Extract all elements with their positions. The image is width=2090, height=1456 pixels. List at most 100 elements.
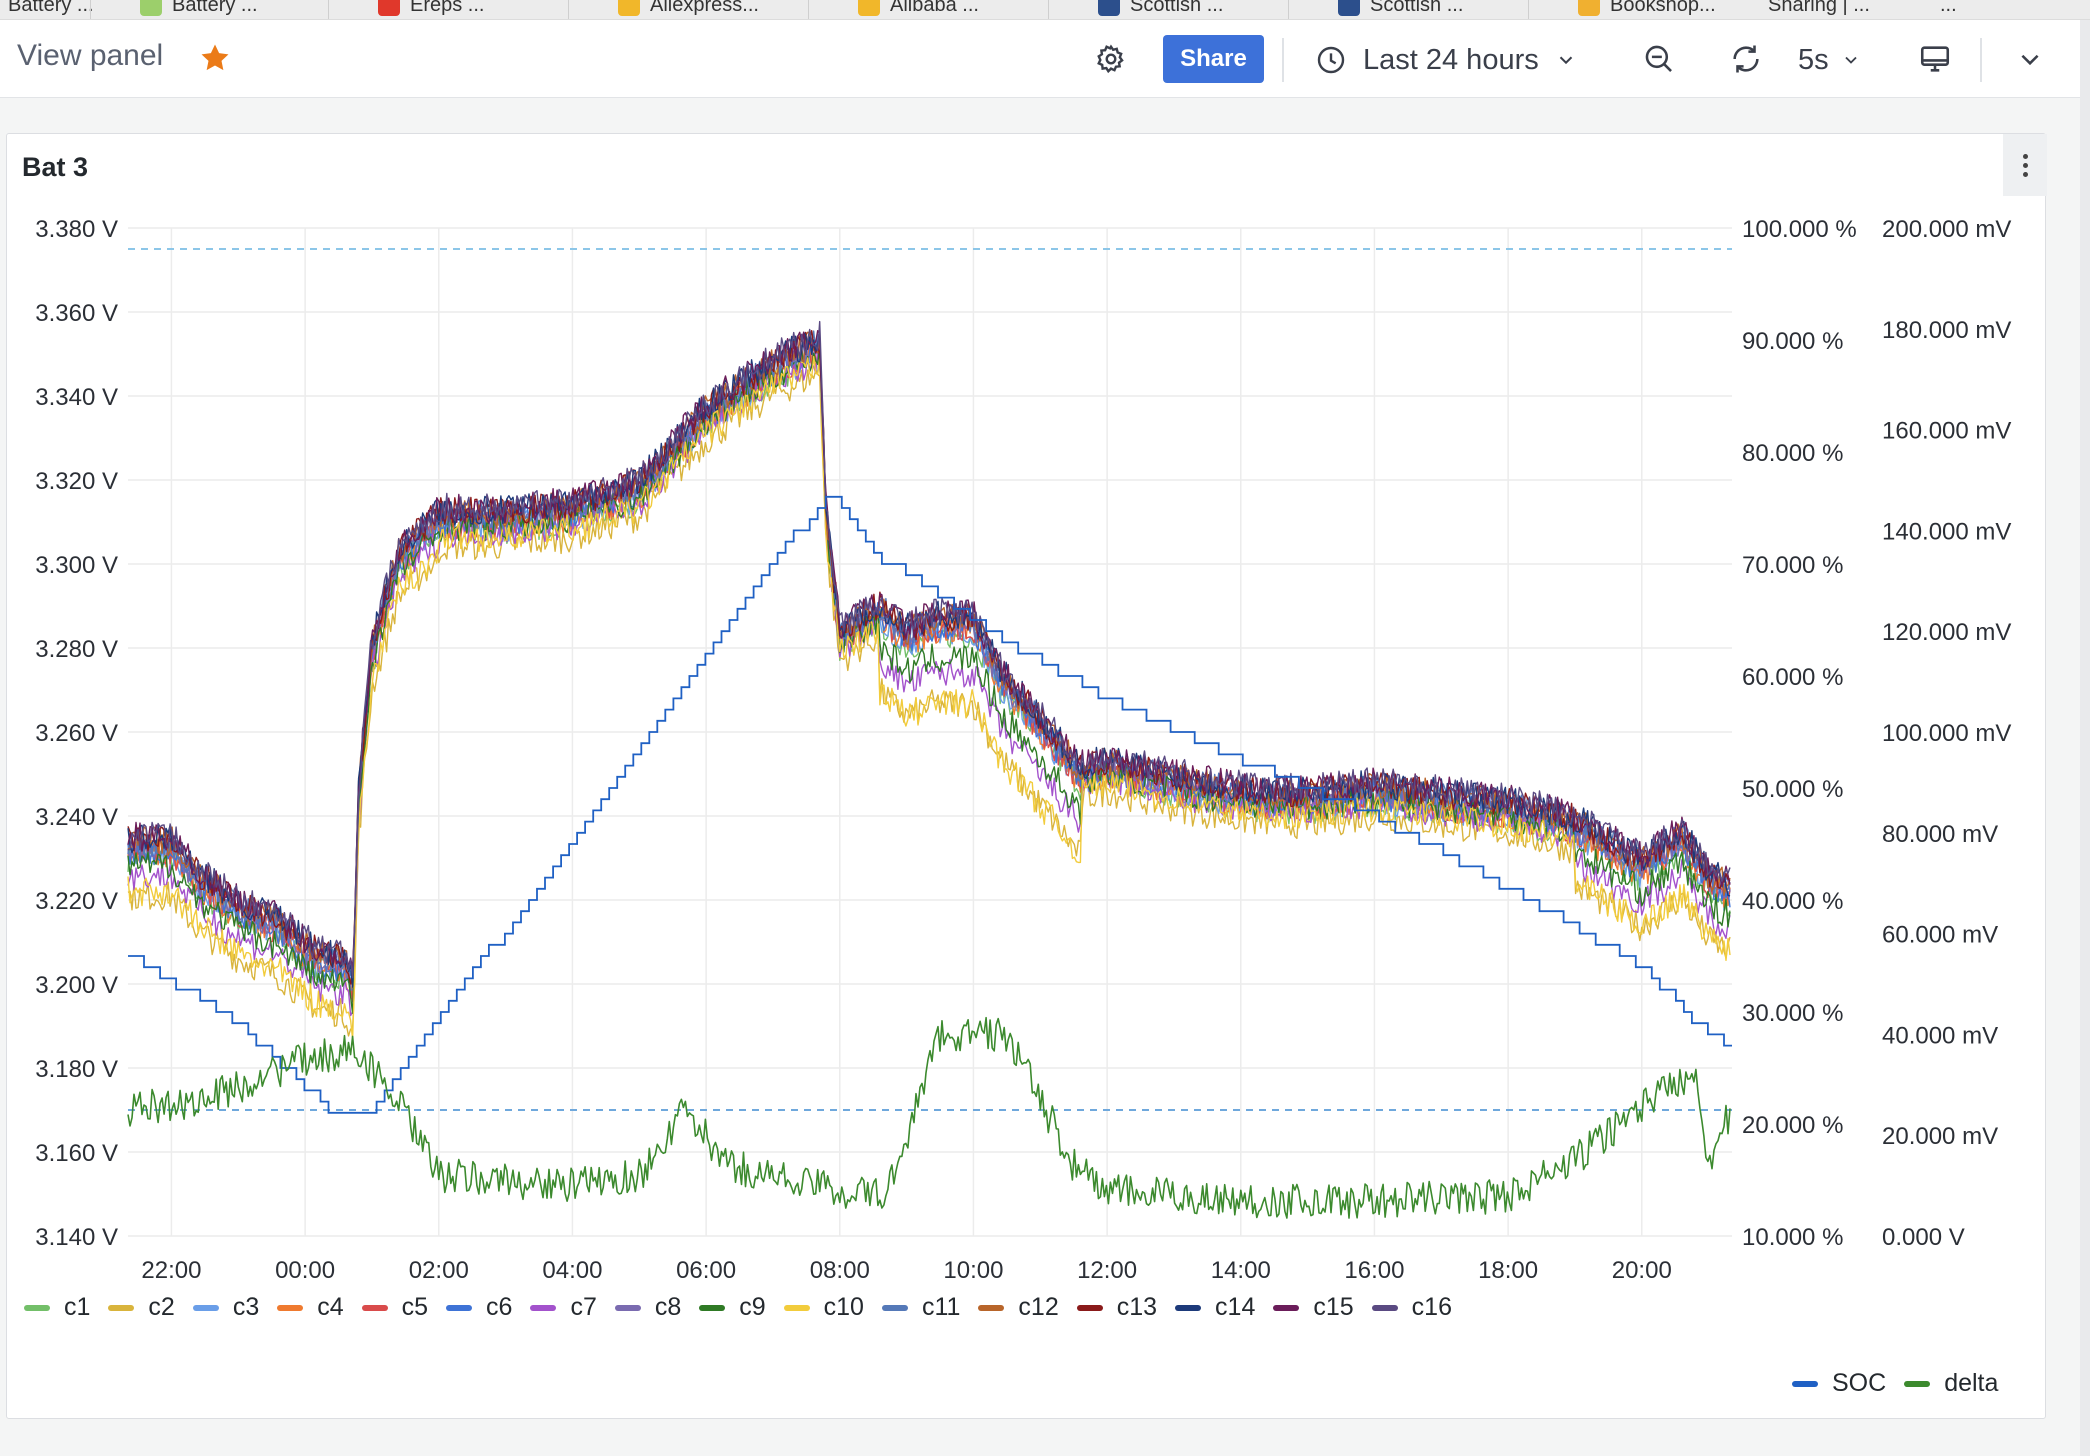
browser-tab[interactable]: Scottish ... (1098, 0, 1223, 19)
favicon (1098, 0, 1120, 16)
legend-label: c4 (317, 1293, 344, 1321)
legend-item-c3[interactable]: c3 (192, 1293, 259, 1322)
legend-item-c10[interactable]: c10 (783, 1293, 864, 1322)
refresh-icon[interactable] (1727, 40, 1765, 78)
cell-line-c11 (127, 330, 1731, 976)
y-soc-tick-label: 90.000 % (1742, 328, 1843, 355)
legend-item-c15[interactable]: c15 (1273, 1293, 1354, 1322)
tab-divider (808, 0, 809, 19)
refresh-interval-label: 5s (1798, 43, 1829, 76)
panel-menu-kebab-icon[interactable] (2003, 134, 2047, 196)
tv-mode-monitor-icon[interactable] (1916, 40, 1954, 78)
browser-tab[interactable]: Aliexpress... (618, 0, 759, 19)
time-range-label: Last 24 hours (1363, 43, 1539, 76)
chevron-down-icon (1559, 56, 1572, 65)
tab-divider (90, 0, 91, 19)
legend-item-delta[interactable]: delta (1904, 1369, 1998, 1398)
y-left-tick-label: 3.160 V (35, 1140, 118, 1167)
refresh-interval-picker[interactable]: 5s (1798, 38, 1861, 82)
legend-label: c7 (570, 1293, 597, 1321)
x-tick-label: 22:00 (141, 1257, 201, 1284)
legend-label: c1 (64, 1293, 91, 1321)
browser-tab[interactable]: ... (1940, 0, 1957, 19)
cell-line-c2 (127, 369, 1731, 1037)
legend-item-c9[interactable]: c9 (699, 1293, 766, 1322)
legend-item-c1[interactable]: c1 (24, 1293, 90, 1322)
x-tick-label: 02:00 (409, 1257, 469, 1284)
y-left-tick-label: 3.360 V (35, 300, 118, 327)
y-delta-tick-label: 0.000 V (1882, 1224, 1965, 1251)
browser-tab-strip: Battery ... Battery ... Ereps ... Aliexp… (0, 0, 2090, 20)
browser-tab-label: Aliexpress... (650, 0, 759, 16)
time-range-picker[interactable]: Last 24 hours (1315, 38, 1577, 82)
y-delta-tick-label: 20.000 mV (1882, 1123, 1998, 1150)
y-soc-tick-label: 80.000 % (1742, 440, 1843, 467)
settings-gear-icon[interactable] (1092, 40, 1130, 78)
y-left-tick-label: 3.180 V (35, 1056, 118, 1083)
browser-tab-label: Battery ... (172, 0, 258, 16)
legend-item-SOC[interactable]: SOC (1792, 1369, 1886, 1398)
panel-title: Bat 3 (22, 152, 89, 182)
y-left-tick-label: 3.280 V (35, 636, 118, 663)
legend-swatch (1076, 1304, 1103, 1311)
browser-tab-label: Alibaba ... (890, 0, 979, 16)
y-left-tick-label: 3.220 V (35, 888, 118, 915)
legend-label: SOC (1832, 1369, 1887, 1397)
legend-label: c15 (1313, 1293, 1354, 1321)
browser-tab-label: Sharing | ... (1768, 0, 1870, 16)
favicon (618, 0, 640, 16)
legend-item-c13[interactable]: c13 (1076, 1293, 1157, 1322)
legend-swatch (1904, 1380, 1931, 1387)
page-title: View panel (17, 39, 164, 72)
legend-item-c12[interactable]: c12 (978, 1293, 1059, 1322)
legend-label: c10 (823, 1293, 864, 1321)
y-delta-tick-label: 200.000 mV (1882, 216, 2011, 243)
legend-item-c2[interactable]: c2 (108, 1293, 175, 1322)
legend-swatch (192, 1304, 219, 1311)
y-delta-tick-label: 120.000 mV (1882, 619, 2011, 646)
legend-swatch (614, 1304, 641, 1311)
y-soc-tick-label: 100.000 % (1742, 216, 1857, 243)
legend-label: c5 (401, 1293, 429, 1321)
y-left-tick-label: 3.340 V (35, 384, 118, 411)
browser-tab[interactable]: Battery ... (8, 0, 94, 19)
legend-item-c11[interactable]: c11 (881, 1293, 960, 1322)
legend-item-c4[interactable]: c4 (277, 1293, 344, 1322)
legend-swatch (881, 1304, 908, 1311)
y-delta-tick-label: 180.000 mV (1882, 317, 2011, 344)
y-soc-tick-label: 70.000 % (1742, 552, 1843, 579)
delta-line (127, 1016, 1731, 1219)
legend-item-c8[interactable]: c8 (614, 1293, 681, 1322)
browser-tab[interactable]: Battery ... (140, 0, 258, 19)
star-icon[interactable] (198, 41, 232, 75)
legend-item-c6[interactable]: c6 (446, 1293, 512, 1322)
cell-line-c10 (127, 356, 1731, 1040)
browser-tab[interactable]: Scottish ... (1338, 0, 1464, 19)
legend-item-c16[interactable]: c16 (1371, 1293, 1452, 1322)
right-scroll-strip (2080, 20, 2090, 1456)
browser-tab[interactable]: Bookshop... (1578, 0, 1716, 19)
legend-swatch (978, 1304, 1005, 1311)
legend-swatch (277, 1304, 304, 1311)
y-left-tick-label: 3.300 V (35, 552, 118, 579)
zoom-out-icon[interactable] (1640, 40, 1678, 78)
share-button[interactable]: Share (1163, 35, 1264, 83)
legend-swatch (530, 1304, 557, 1311)
browser-tab[interactable]: Sharing | ... (1768, 0, 1870, 19)
x-tick-label: 20:00 (1612, 1257, 1672, 1284)
legend-item-c5[interactable]: c5 (361, 1293, 429, 1322)
legend-item-c14[interactable]: c14 (1175, 1293, 1255, 1322)
browser-tab-label: Scottish ... (1370, 0, 1464, 16)
legend-swatch (446, 1304, 473, 1311)
legend-swatch (1273, 1304, 1300, 1311)
legend-label: c6 (486, 1293, 513, 1321)
browser-tab[interactable]: Ereps ... (378, 0, 484, 19)
legend-label: delta (1944, 1369, 1999, 1397)
legend-item-c7[interactable]: c7 (530, 1293, 597, 1322)
toolbar-divider (1282, 38, 1284, 82)
y-left-tick-label: 3.260 V (35, 720, 118, 747)
chevron-down-icon[interactable] (2011, 40, 2049, 78)
legend-label: c2 (148, 1293, 175, 1321)
browser-tab[interactable]: Alibaba ... (858, 0, 979, 19)
